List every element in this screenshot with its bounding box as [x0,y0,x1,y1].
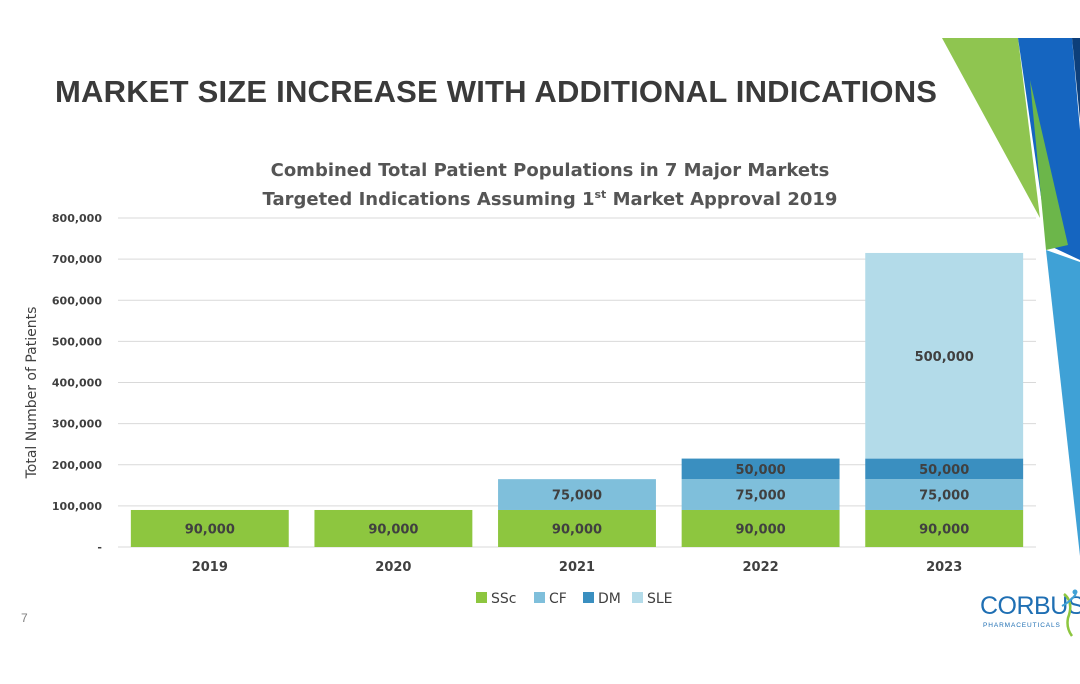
y-tick-label: 400,000 [52,377,102,390]
y-tick-label: 500,000 [52,335,102,348]
x-tick-label: 2023 [926,560,962,575]
x-tick-label: 2021 [559,560,595,575]
bar-segment [314,509,473,547]
bar-segment [681,509,840,547]
bar-segment [865,479,1024,510]
page-number: 7 [21,611,28,625]
data-label: 90,000 [736,522,786,537]
data-label: 50,000 [736,463,786,478]
bar-segment [681,458,840,480]
y-tick-label: 200,000 [52,459,102,472]
corbus-logo: CORBUS PHARMACEUTICALS [978,588,1080,638]
data-label: 50,000 [919,463,969,478]
y-tick-label: - [97,541,102,554]
legend-swatch [534,592,545,603]
data-label: 500,000 [915,350,974,365]
logo-figure-icon [1061,589,1078,637]
legend-label: DM [598,591,621,607]
data-label: 75,000 [919,489,969,504]
y-tick-label: 800,000 [52,212,102,225]
data-label: 90,000 [368,522,418,537]
data-label: 90,000 [919,522,969,537]
data-label: 90,000 [552,522,602,537]
logo-subtitle: PHARMACEUTICALS [983,622,1061,629]
data-label: 90,000 [185,522,235,537]
data-label: 75,000 [736,489,786,504]
legend-swatch [476,592,487,603]
chart-title-line-2-end: Market Approval 2019 [606,189,838,210]
legend-label: SSc [491,591,516,607]
bar-segment [865,252,1024,459]
x-tick-label: 2019 [192,560,228,575]
chart-title-line-2-start: Targeted Indications Assuming 1 [262,189,595,210]
bar-segment [865,509,1024,547]
y-tick-label: 100,000 [52,500,102,513]
legend-label: CF [549,591,567,607]
legend-swatch [583,592,594,603]
y-tick-label: 300,000 [52,418,102,431]
legend-swatch [632,592,643,603]
bar-segment [865,458,1024,480]
y-tick-label: 600,000 [52,294,102,307]
x-tick-label: 2020 [375,560,411,575]
chart-title-superscript: st [594,188,607,201]
chart-title-line-1: Combined Total Patient Populations in 7 … [270,160,830,181]
y-axis-title: Total Number of Patients [24,307,40,480]
chart-title-line-2: Targeted Indications Assuming 1st Market… [200,188,900,210]
legend-label: SLE [647,591,673,607]
data-label: 75,000 [552,489,602,504]
bar-segment [498,479,656,510]
y-tick-label: 700,000 [52,253,102,266]
x-tick-label: 2022 [743,560,779,575]
bar-segment [498,509,656,547]
bar-segment [130,509,289,547]
bar-segment [681,479,840,510]
slide-title: MARKET SIZE INCREASE WITH ADDITIONAL IND… [55,74,938,109]
